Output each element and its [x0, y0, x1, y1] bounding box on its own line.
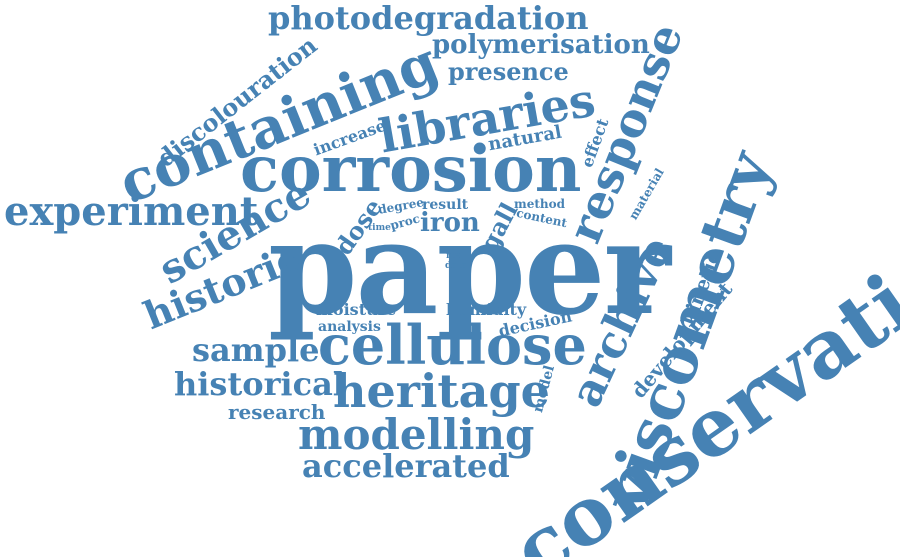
word-iron: iron — [420, 208, 480, 238]
word-research: research — [228, 400, 326, 424]
word-corrosion: corrosion — [240, 132, 582, 207]
word-historical: historical — [174, 365, 345, 403]
word-modelling: modelling — [298, 410, 535, 459]
word-sample: sample — [192, 331, 320, 369]
word-accelerated: accelerated — [302, 447, 510, 485]
word-real: real — [446, 251, 466, 261]
word-moisture: moisture — [316, 300, 397, 319]
word-time: time — [368, 223, 391, 233]
word-data: data — [445, 261, 468, 271]
word-humidity: humidity — [446, 300, 527, 319]
word-presence: presence — [448, 57, 569, 86]
word-cellulose: cellulose — [318, 313, 587, 377]
word-analysis: analysis — [318, 319, 381, 335]
word-experiment: experiment — [4, 188, 259, 235]
word-paper: paper — [268, 194, 671, 344]
word-photodegradation: photodegradation — [268, 0, 589, 37]
word-polymerisation: polymerisation — [432, 30, 650, 60]
word-method: method — [514, 197, 565, 211]
word-result: result — [422, 197, 469, 213]
word-heritage: heritage — [333, 364, 550, 418]
